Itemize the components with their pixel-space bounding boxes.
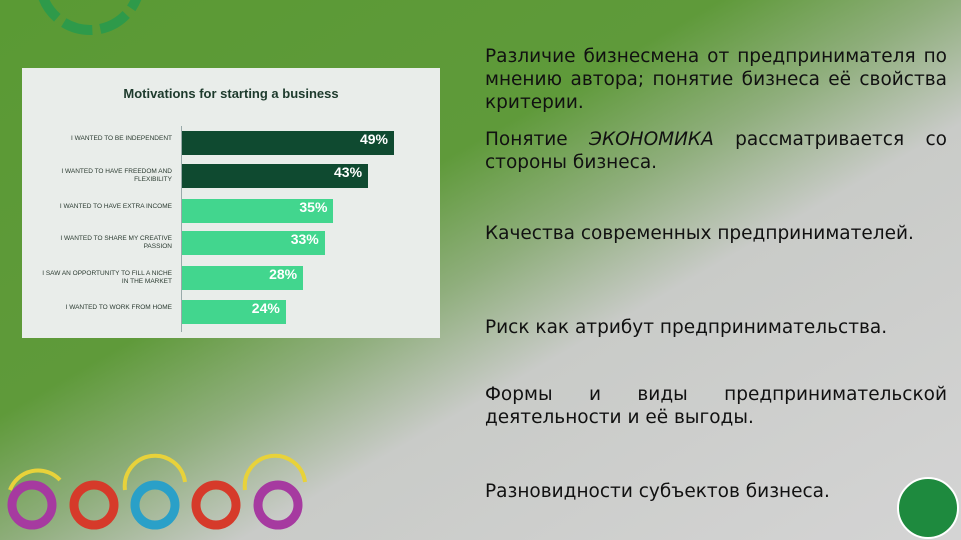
paragraph: Формы и виды предпринимательской деятель…	[485, 383, 947, 429]
bar: 35%	[182, 199, 334, 223]
paragraph: Качества современных предпринимателей.	[485, 222, 947, 245]
bar: 33%	[182, 231, 325, 255]
text-run: Риск как атрибут предпринимательства.	[485, 317, 888, 338]
text-run: Разновидности субъектов бизнеса.	[485, 481, 830, 502]
bar: 28%	[182, 266, 304, 290]
paragraph: Риск как атрибут предпринимательства.	[485, 316, 947, 339]
value-label: 35%	[299, 199, 328, 215]
text-run: Различие бизнесмена от предпринимателя п…	[485, 46, 947, 113]
category-label: I WANTED TO HAVE EXTRA INCOME	[59, 203, 172, 210]
value-label: 24%	[251, 300, 280, 316]
text-run: Понятие	[485, 129, 590, 150]
bar: 49%	[182, 131, 394, 155]
category-label: I SAW AN OPPORTUNITY TO FILL A NICHE IN …	[42, 270, 172, 285]
category-label: I WANTED TO SHARE MY CREATIVE PASSION	[60, 235, 172, 250]
paragraph: Разновидности субъектов бизнеса.	[485, 480, 947, 503]
text-run: рассматривается со стороны бизнеса.	[485, 129, 947, 173]
paragraph: Понятие ЭКОНОМИКА рассматривается со сто…	[485, 128, 947, 174]
bar: 43%	[182, 164, 369, 188]
value-label: 43%	[334, 164, 363, 180]
category-label: I WANTED TO BE INDEPENDENT	[70, 135, 172, 142]
chart: Motivations for starting a business I WA…	[22, 68, 440, 338]
value-label: 28%	[269, 266, 298, 282]
text-run: ЭКОНОМИКА	[589, 129, 714, 150]
text-run: Формы и виды предпринимательской деятель…	[485, 384, 947, 428]
bar: 24%	[182, 300, 286, 324]
category-label: I WANTED TO WORK FROM HOME	[65, 304, 172, 311]
chart-title: Motivations for starting a business	[123, 86, 339, 101]
paragraph: Различие бизнесмена от предпринимателя п…	[485, 45, 947, 114]
text-run: Качества современных предпринимателей.	[485, 223, 914, 244]
axis	[181, 126, 182, 332]
value-label: 49%	[359, 131, 388, 147]
value-label: 33%	[290, 231, 319, 247]
category-label: I WANTED TO HAVE FREEDOM AND FLEXIBILITY	[61, 168, 172, 183]
